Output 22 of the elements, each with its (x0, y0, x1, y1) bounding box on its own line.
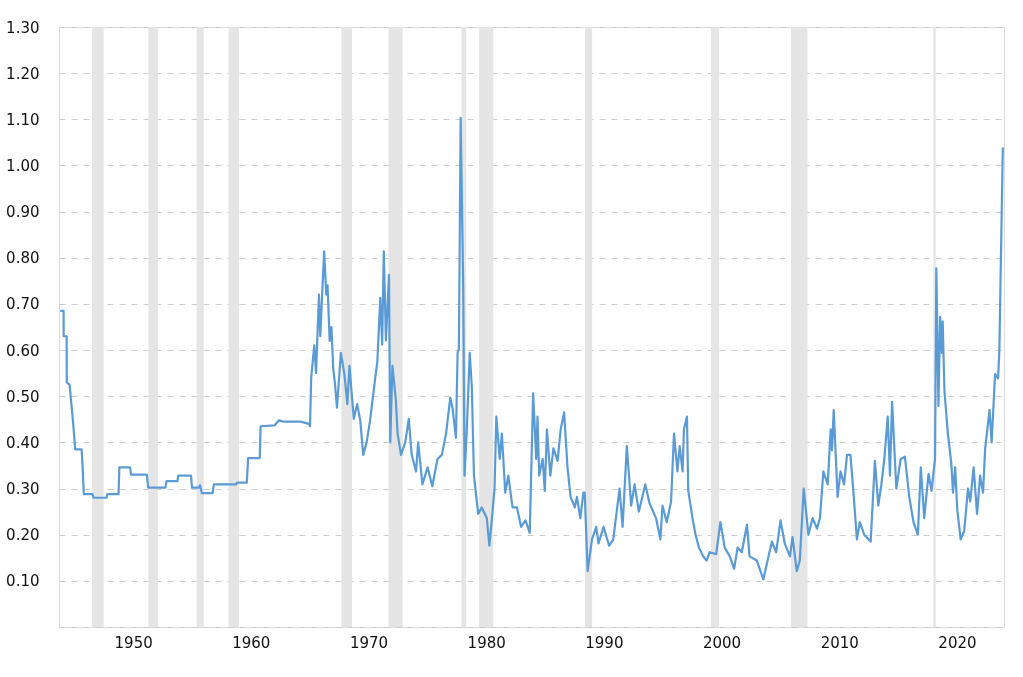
y-tick-label: 1.00 (6, 156, 40, 175)
y-tick-label: 0.90 (6, 203, 40, 222)
x-tick-label: 2000 (702, 633, 742, 652)
x-tick-label: 2010 (820, 633, 859, 652)
x-tick-label: 1950 (114, 633, 153, 652)
x-tick-label: 1970 (349, 633, 389, 652)
x-tick-label: 1960 (232, 633, 271, 652)
y-tick-label: 0.70 (6, 295, 40, 314)
y-tick-label: 0.80 (6, 249, 40, 268)
y-tick-label: 1.20 (6, 64, 40, 83)
y-tick-label: 0.10 (6, 572, 40, 591)
x-tick-label: 1990 (585, 633, 624, 652)
y-tick-label: 1.10 (6, 110, 40, 129)
y-tick-label: 0.40 (6, 433, 40, 452)
y-tick-label: 1.30 (6, 18, 40, 37)
x-tick-label: 1980 (467, 633, 506, 652)
y-tick-label: 0.50 (6, 387, 40, 406)
line-series (59, 116, 1004, 581)
y-tick-label: 0.30 (6, 480, 40, 499)
y-tick-label: 0.60 (6, 341, 40, 360)
y-tick-label: 0.20 (6, 526, 40, 545)
x-tick-label: 2020 (938, 633, 977, 652)
